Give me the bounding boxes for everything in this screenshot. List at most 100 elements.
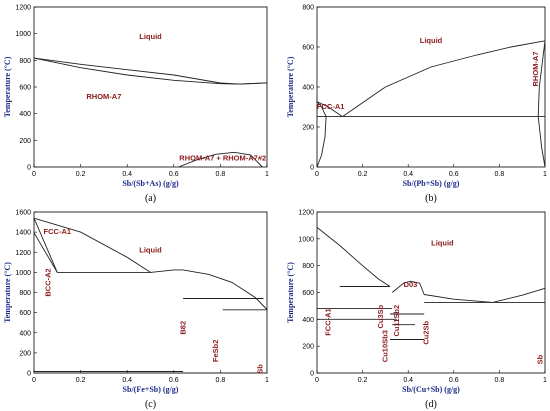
y-tick-label: 400 (19, 111, 31, 118)
phase-boundary-line (33, 232, 58, 273)
y-tick-label: 1200 (298, 210, 314, 217)
y-tick-label: 600 (302, 45, 314, 52)
phase-label: Liquid (431, 239, 454, 248)
phase-boundary-line (342, 40, 546, 117)
x-tick-label: 0 (315, 171, 319, 178)
phase-boundary-line (316, 227, 391, 287)
panel-label: (a) (145, 193, 156, 204)
y-tick-label: 1000 (15, 270, 31, 277)
y-axis-label: Temperature (°C) (3, 56, 12, 117)
y-tick-label: 400 (19, 330, 31, 337)
y-tick-label: 400 (302, 85, 314, 92)
y-tick-label: 1000 (15, 31, 31, 38)
phase-boundary-line (424, 287, 546, 303)
phase-label: Cu11Sb2 (392, 305, 401, 337)
y-tick-label: 800 (19, 290, 31, 297)
panel-label: (d) (425, 399, 437, 410)
y-tick-label: 0 (27, 165, 31, 172)
x-axis-label: Sb/(Cu+Sb) (g/g) (402, 385, 460, 394)
y-tick-label: 400 (302, 317, 314, 324)
phase-label: FCC-A1 (44, 227, 72, 236)
y-tick-label: 1600 (15, 210, 31, 217)
y-tick-label: 0 (310, 165, 314, 172)
y-tick-label: 600 (19, 85, 31, 92)
phase-label: RHOM-A7 (86, 92, 121, 101)
phase-boundary-line (33, 57, 268, 85)
x-tick-label: 0.2 (76, 171, 86, 178)
x-tick-label: 0 (315, 377, 319, 384)
phase-label: Cu2Sb (422, 320, 431, 344)
phase-boundary-line (178, 151, 263, 168)
phase-boundary-line (537, 40, 546, 168)
y-tick-label: 1400 (15, 230, 31, 237)
phase-label: Sb (536, 354, 545, 364)
y-tick-label: 200 (19, 138, 31, 145)
phase-boundary-line (150, 269, 268, 310)
y-tick-label: 800 (302, 5, 314, 12)
chart-panel-3: 0 0.2 0.4 0.6 0.8 1 0 200 400 600 800 1000 1200 1400 1… (3, 210, 269, 411)
x-tick-label: 1 (265, 171, 269, 178)
x-tick-label: 0.6 (169, 377, 179, 384)
y-tick-label: 600 (19, 310, 31, 317)
x-tick-label: 0.6 (449, 377, 459, 384)
y-tick-label: 600 (302, 290, 314, 297)
x-tick-label: 0 (32, 171, 36, 178)
y-tick-label: 0 (27, 371, 31, 378)
x-tick-label: 0.4 (403, 377, 413, 384)
x-tick-label: 1 (543, 171, 547, 178)
y-tick-label: 200 (302, 125, 314, 132)
phase-label: Liquid (420, 36, 443, 45)
phase-label: RHOM-A7 + RHOM-A7#2 (179, 153, 266, 162)
plot-frame (33, 211, 268, 374)
phase-label: D03 (404, 280, 418, 289)
plot-frame (316, 6, 546, 168)
phase-label: Liquid (139, 245, 162, 254)
phase-label: Cu3Sb (376, 304, 385, 328)
phase-boundary-line (316, 101, 343, 117)
phase-boundary-line (316, 101, 327, 168)
plot-frame (316, 211, 546, 374)
y-tick-label: 1000 (298, 236, 314, 243)
x-tick-label: 0.2 (358, 171, 368, 178)
y-tick-label: 200 (19, 350, 31, 357)
x-tick-label: 0.4 (403, 171, 413, 178)
y-tick-label: 800 (302, 263, 314, 270)
phase-label: FeSb2 (211, 340, 220, 363)
x-axis-label: Sb/(Fe+Sb) (g/g) (123, 385, 179, 394)
x-tick-label: 1 (265, 377, 269, 384)
x-tick-label: 0.8 (495, 377, 505, 384)
y-tick-label: 1200 (15, 5, 31, 12)
phase-label: RHOM-A7 (531, 52, 540, 87)
chart-panel-2: 0 0.2 0.4 0.6 0.8 1 0 200 400 600 800 Sb/(Pb+Sb) (g… (286, 5, 547, 205)
x-tick-label: 0.8 (216, 171, 226, 178)
plot-frame (33, 6, 268, 168)
x-tick-label: 0.6 (169, 171, 179, 178)
x-tick-label: 0.4 (122, 377, 132, 384)
chart-panel-1: 0 0.2 0.4 0.6 0.8 1 0 200 400 600 800 1000 1200 Sb/(S… (3, 5, 269, 205)
y-axis-label: Temperature (°C) (3, 262, 12, 323)
phase-boundary-line (391, 280, 425, 295)
x-tick-label: 0 (32, 377, 36, 384)
x-tick-label: 0.2 (76, 377, 86, 384)
phase-label: FCC-A1 (324, 308, 333, 336)
phase-label: BCC-A2 (43, 268, 52, 296)
phase-label: Liquid (139, 32, 162, 41)
y-axis-label: Temperature (°C) (286, 56, 295, 117)
x-tick-label: 0.4 (122, 171, 132, 178)
y-tick-label: 0 (310, 371, 314, 378)
x-axis-label: Sb/(Sb+As) (g/g) (122, 179, 179, 188)
panel-label: (c) (145, 399, 156, 410)
phase-label: Sb (255, 364, 264, 374)
x-tick-label: 0.8 (216, 377, 226, 384)
x-axis-label: Sb/(Pb+Sb) (g/g) (403, 179, 460, 188)
x-tick-label: 0.2 (358, 377, 368, 384)
panel-label: (b) (425, 193, 437, 204)
x-tick-label: 1 (543, 377, 547, 384)
y-tick-label: 200 (302, 344, 314, 351)
phase-label: FCC-A1 (317, 102, 345, 111)
x-tick-label: 0.6 (449, 171, 459, 178)
y-axis-label: Temperature (°C) (286, 262, 295, 323)
phase-label: Cu10Sb3 (381, 330, 390, 362)
phase-boundary-line (33, 57, 268, 85)
